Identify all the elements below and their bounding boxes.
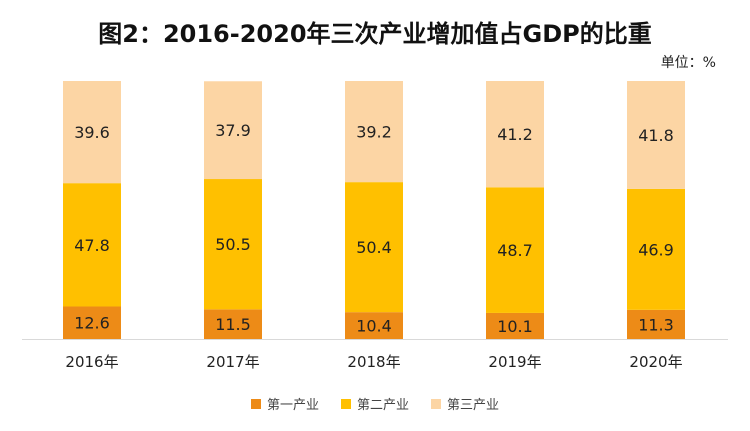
data-label: 47.8 [74,236,110,255]
bar-segment [486,187,544,313]
data-label: 39.2 [356,123,392,142]
legend-swatch-secondary [340,398,351,409]
data-label: 50.5 [215,235,251,254]
bar-segment [627,81,685,189]
x-tick-label: 2020年 [629,353,682,371]
bar-segment [204,81,262,180]
bar-segment [486,81,544,188]
bar-segment [63,183,121,307]
bar-segment [627,309,685,339]
legend-label-primary: 第一产业 [266,398,319,413]
chart-title: 图2：2016-2020年三次产业增加值占GDP的比重 [98,20,652,48]
bar-segment [63,306,121,339]
data-label: 50.4 [356,238,392,257]
x-tick-label: 2019年 [488,353,541,371]
x-tick-label: 2016年 [65,353,118,371]
data-label: 48.7 [497,241,533,260]
bar-segment [627,188,685,310]
data-label: 39.6 [74,123,110,142]
data-label: 10.1 [497,317,533,336]
legend: 第一产业 第二产业 第三产业 [0,394,750,413]
bar-segment [63,81,121,184]
bar-segment [486,312,544,339]
data-label: 41.2 [497,125,533,144]
x-tick-label: 2018年 [347,353,400,371]
legend-swatch-primary [250,398,261,409]
bar-segment [204,309,262,339]
data-label: 46.9 [638,240,674,259]
unit-label: 单位：% [660,55,716,71]
legend-swatch-tertiary [431,398,441,409]
data-label: 11.3 [638,315,674,334]
data-label: 41.8 [638,126,674,145]
bar-segment [204,179,262,310]
legend-item-tertiary: 第三产业 [431,394,499,413]
x-tick-label: 2017年 [206,353,259,371]
data-label: 37.9 [215,121,251,140]
legend-label-tertiary: 第三产业 [447,398,500,413]
legend-label-secondary: 第二产业 [356,398,409,413]
bar-segment [345,312,403,339]
data-label: 12.6 [74,314,110,333]
bar-segment [345,182,403,313]
data-label: 11.5 [215,315,251,334]
legend-item-secondary: 第二产业 [340,394,409,413]
data-label: 10.4 [356,317,392,336]
legend-item-primary: 第一产业 [250,394,319,413]
bar-segment [345,81,403,183]
